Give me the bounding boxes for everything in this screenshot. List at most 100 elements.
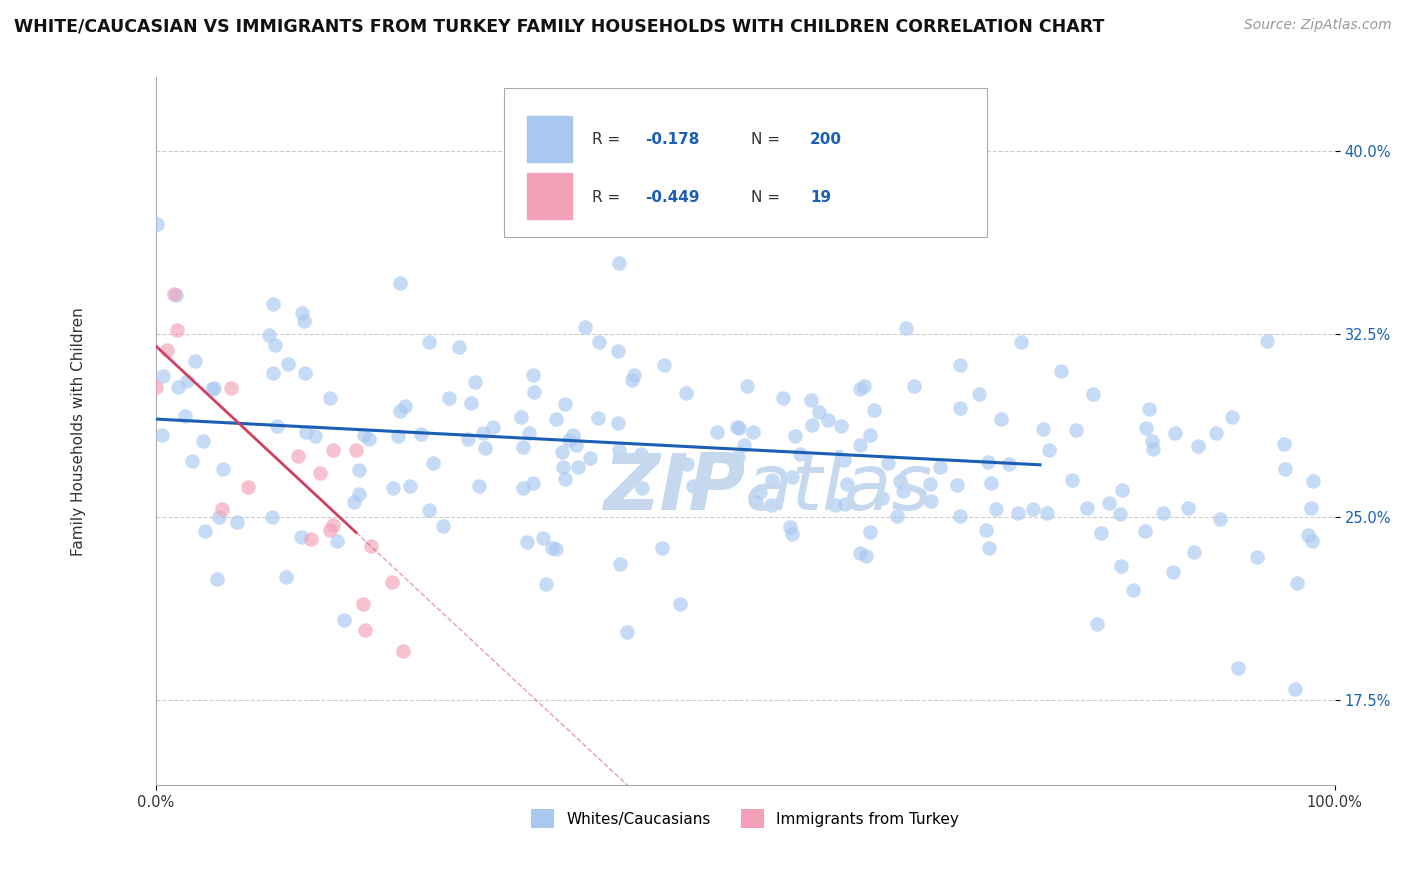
Point [1032, 422, 1054, 436]
Point [780, 470, 803, 484]
Point [607, 256, 630, 270]
Point [152, 368, 174, 383]
Point [630, 447, 652, 461]
Point [550, 445, 572, 459]
Point [221, 381, 243, 395]
Point [727, 450, 749, 464]
Point [675, 458, 697, 472]
Point [391, 644, 413, 658]
Point [808, 405, 831, 419]
Point [1256, 334, 1278, 348]
Point [156, 343, 179, 357]
Point [344, 442, 367, 457]
Point [262, 366, 284, 380]
Point [353, 427, 375, 442]
Point [460, 396, 482, 410]
Point [616, 625, 638, 640]
Text: N =: N = [751, 131, 785, 146]
Text: R =: R = [592, 131, 626, 146]
Point [512, 440, 534, 454]
Point [929, 460, 952, 475]
Point [1097, 496, 1119, 510]
Point [1022, 502, 1045, 516]
Point [837, 477, 859, 491]
Point [588, 335, 610, 350]
Point [832, 453, 855, 467]
Point [1122, 583, 1144, 598]
Point [422, 456, 444, 470]
Point [208, 509, 231, 524]
Point [849, 382, 872, 396]
Point [322, 517, 344, 532]
Point [903, 379, 925, 393]
Point [772, 391, 794, 405]
Point [1298, 528, 1320, 542]
Point [574, 319, 596, 334]
Point [745, 495, 768, 509]
Point [1284, 681, 1306, 696]
Point [824, 498, 846, 512]
Point [202, 381, 225, 395]
Point [785, 429, 807, 443]
Text: ZIP: ZIP [603, 450, 745, 526]
Point [1111, 483, 1133, 498]
Point [474, 441, 496, 455]
Point [394, 399, 416, 413]
Point [800, 418, 823, 433]
Point [322, 442, 344, 457]
Point [174, 409, 197, 424]
Point [886, 509, 908, 524]
Point [562, 428, 585, 442]
Point [226, 515, 249, 529]
Point [194, 524, 217, 539]
Point [949, 508, 972, 523]
Point [761, 473, 783, 487]
Text: 19: 19 [810, 190, 831, 205]
Point [191, 434, 214, 449]
Point [1182, 545, 1205, 559]
Point [946, 477, 969, 491]
Point [359, 433, 381, 447]
Point [1038, 443, 1060, 458]
Point [1220, 409, 1243, 424]
Point [551, 460, 574, 475]
Point [733, 437, 755, 451]
Point [1152, 506, 1174, 520]
Point [262, 296, 284, 310]
Point [294, 425, 316, 439]
Bar [527, 116, 572, 162]
Point [1050, 364, 1073, 378]
Point [257, 328, 280, 343]
Point [652, 359, 675, 373]
Point [1133, 524, 1156, 538]
Point [163, 286, 186, 301]
Point [354, 623, 377, 637]
Point [457, 432, 479, 446]
Point [1164, 425, 1187, 440]
Point [1246, 550, 1268, 565]
Point [741, 425, 763, 440]
Point [294, 314, 316, 328]
Point [534, 577, 557, 591]
Point [387, 428, 409, 442]
Point [432, 519, 454, 533]
Point [523, 384, 546, 399]
Point [780, 526, 803, 541]
Point [918, 477, 941, 491]
Point [1187, 439, 1209, 453]
Point [381, 574, 404, 589]
Point [675, 385, 697, 400]
Point [567, 459, 589, 474]
Point [852, 378, 875, 392]
Point [349, 463, 371, 477]
Point [920, 494, 942, 508]
Point [304, 429, 326, 443]
Point [682, 479, 704, 493]
Point [541, 541, 564, 555]
Point [1272, 437, 1295, 451]
Point [184, 353, 207, 368]
Point [145, 380, 167, 394]
Point [544, 412, 567, 426]
Point [481, 420, 503, 434]
Point [294, 366, 316, 380]
